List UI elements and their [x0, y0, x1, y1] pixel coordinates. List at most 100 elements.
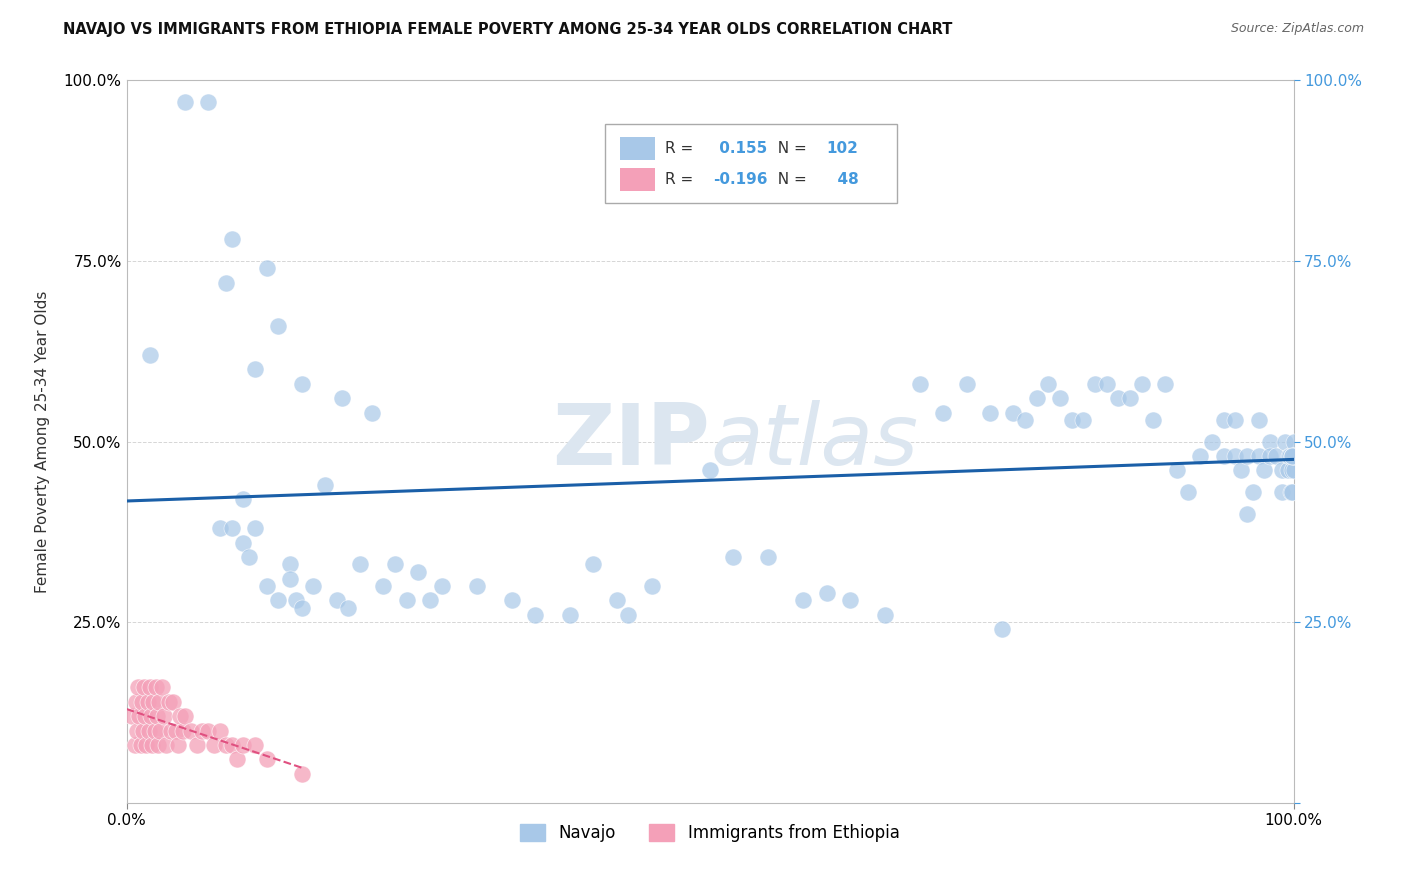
Point: [134, 709, 156, 723]
Point: [1212, 449, 1234, 463]
Point: [373, 579, 395, 593]
Point: [1282, 463, 1305, 477]
Point: [1253, 463, 1275, 477]
Point: [172, 723, 194, 738]
Point: [1002, 406, 1025, 420]
Point: [136, 695, 159, 709]
Point: [1279, 485, 1302, 500]
Point: [1247, 413, 1270, 427]
Point: [1265, 449, 1288, 463]
Point: [128, 709, 150, 723]
Point: [875, 607, 897, 622]
Point: [606, 593, 628, 607]
Point: [226, 752, 249, 766]
FancyBboxPatch shape: [605, 124, 897, 203]
Point: [1236, 507, 1258, 521]
Point: [1073, 413, 1095, 427]
Bar: [620, 168, 655, 191]
Point: [215, 738, 238, 752]
Point: [932, 406, 955, 420]
Point: [1025, 391, 1047, 405]
Text: atlas: atlas: [710, 400, 918, 483]
Point: [558, 607, 581, 622]
Point: [1258, 449, 1281, 463]
Point: [1223, 449, 1246, 463]
Point: [180, 723, 202, 738]
Point: [139, 680, 162, 694]
Point: [314, 478, 336, 492]
Point: [278, 572, 301, 586]
Point: [1119, 391, 1142, 405]
Point: [1189, 449, 1212, 463]
Point: [1281, 463, 1303, 477]
Point: [408, 565, 430, 579]
Text: R =: R =: [665, 141, 697, 156]
Point: [1142, 413, 1164, 427]
Point: [1241, 485, 1264, 500]
Text: N =: N =: [768, 141, 813, 156]
Point: [167, 738, 190, 752]
Point: [1130, 376, 1153, 391]
Point: [1274, 434, 1296, 449]
Point: [125, 695, 148, 709]
Point: [723, 550, 745, 565]
Point: [1084, 376, 1107, 391]
Point: [132, 680, 155, 694]
Point: [1095, 376, 1118, 391]
Point: [138, 723, 160, 738]
Point: [332, 391, 354, 405]
Point: [1038, 376, 1060, 391]
Point: [290, 376, 312, 391]
Point: [465, 579, 488, 593]
Point: [157, 695, 180, 709]
Point: [1277, 463, 1299, 477]
Point: [139, 348, 162, 362]
Point: [174, 709, 197, 723]
Point: [135, 738, 157, 752]
Point: [256, 752, 278, 766]
Point: [1281, 449, 1303, 463]
Point: [1282, 449, 1305, 463]
Point: [756, 550, 779, 565]
Point: [1230, 463, 1253, 477]
Point: [302, 579, 325, 593]
Point: [501, 593, 523, 607]
Point: [208, 723, 231, 738]
Point: [290, 600, 312, 615]
Text: 0.155: 0.155: [713, 141, 766, 156]
Point: [699, 463, 721, 477]
Point: [337, 600, 360, 615]
Point: [325, 593, 347, 607]
Point: [208, 521, 231, 535]
Point: [1108, 391, 1130, 405]
Point: [1166, 463, 1188, 477]
Point: [146, 709, 169, 723]
Point: [1271, 485, 1294, 500]
Point: [1281, 449, 1303, 463]
Text: N =: N =: [768, 172, 813, 186]
Point: [256, 579, 278, 593]
Point: [1223, 413, 1246, 427]
Y-axis label: Female Poverty Among 25-34 Year Olds: Female Poverty Among 25-34 Year Olds: [35, 291, 49, 592]
Point: [160, 723, 183, 738]
Point: [349, 558, 371, 572]
Point: [1247, 449, 1270, 463]
Point: [243, 521, 266, 535]
Point: [153, 709, 176, 723]
Text: 48: 48: [827, 172, 859, 186]
Point: [197, 723, 219, 738]
Point: [523, 607, 546, 622]
Point: [232, 492, 254, 507]
Text: 102: 102: [827, 141, 859, 156]
Point: [143, 723, 166, 738]
Point: [1060, 413, 1083, 427]
Point: [430, 579, 453, 593]
Point: [165, 723, 187, 738]
Point: [641, 579, 664, 593]
Point: [1281, 485, 1303, 500]
Point: [284, 593, 307, 607]
Point: [360, 406, 382, 420]
Point: [202, 738, 225, 752]
Point: [278, 558, 301, 572]
Point: [256, 261, 278, 276]
